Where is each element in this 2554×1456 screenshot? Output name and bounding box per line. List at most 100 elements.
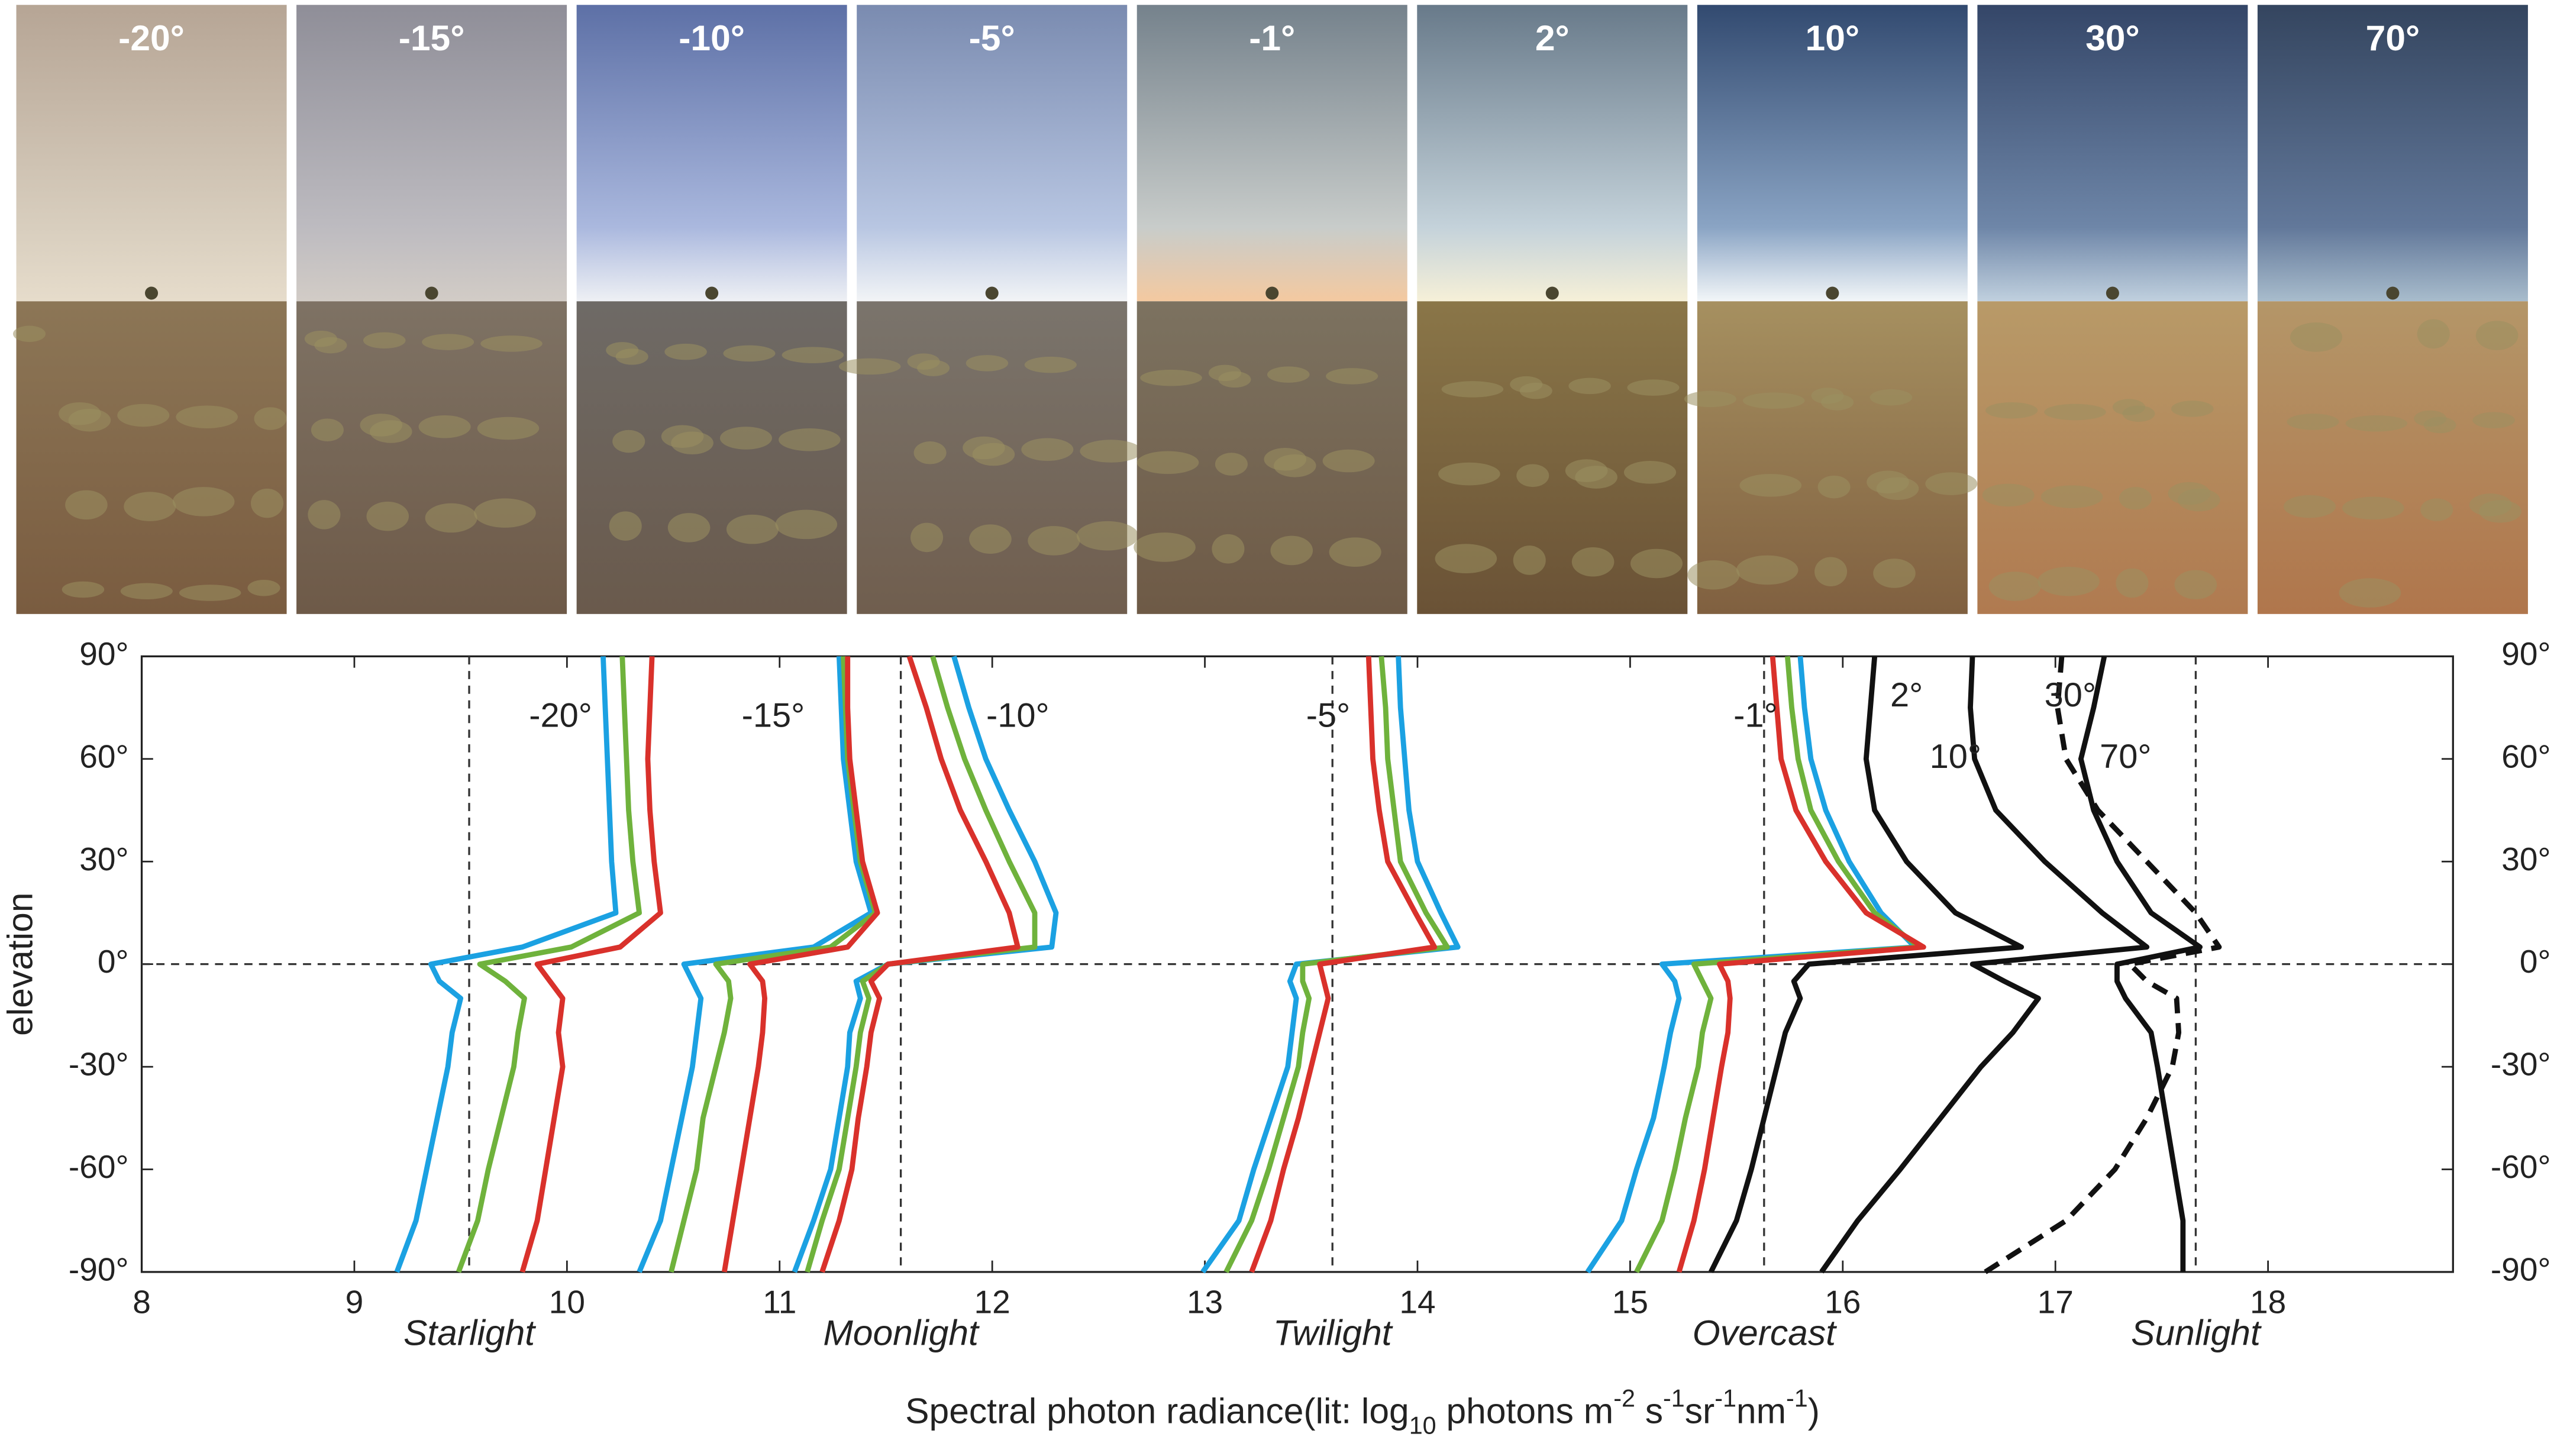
series-line [721,656,880,1273]
bush [1736,555,1799,585]
bush [1867,470,1909,494]
tree [1826,286,1839,300]
bush [913,441,947,464]
bush [1739,474,1802,497]
bush [606,342,639,359]
bush [1441,381,1504,398]
region-label: Overcast [1693,1312,1837,1352]
photo: -20° [13,5,287,614]
bush [966,355,1009,372]
tree [1265,286,1279,300]
bush [2171,401,2214,417]
tree [985,286,999,300]
curve-label: 30° [2045,676,2096,714]
photo-label: -20° [118,18,185,58]
x-tick-label: 15 [1612,1284,1648,1321]
tree [1545,286,1559,300]
tree [145,286,159,300]
x-axis-label: Spectral photon radiance(lit: log10 phot… [905,1384,1820,1439]
tree [425,286,438,300]
tree [2106,286,2119,300]
curve-label: -1° [1733,697,1778,735]
y-tick-label: -90° [69,1251,129,1287]
bush [1140,369,1202,386]
bush [59,402,101,425]
photo-label: 70° [2366,18,2420,58]
photo-sky [16,5,287,302]
x-axis-label-part: Spectral photon radiance(lit: log [905,1390,1409,1431]
x-tick-label: 18 [2250,1284,2286,1321]
bush [2290,322,2343,352]
bush [1565,459,1608,482]
y-tick-label: -30° [69,1046,129,1083]
series-line [637,656,874,1273]
x-tick-label: 9 [346,1284,364,1321]
bush [120,583,173,600]
y-tick-label: 90° [2501,635,2550,672]
bush [2283,495,2336,518]
bush [1021,438,1074,461]
bush [311,418,344,442]
bush [1267,366,1310,383]
series-line [394,656,619,1273]
series-line [1585,656,1918,1274]
x-axis-label-part: nm [1736,1390,1786,1431]
bush [1028,526,1080,556]
bush [425,503,477,533]
bush [1811,388,1844,404]
bush [1870,389,1913,406]
bush [176,405,238,428]
bush [2342,496,2404,520]
curve-label: 10° [1930,738,1981,776]
x-axis-label-part: s [1635,1390,1663,1431]
bush [1264,448,1307,471]
bush [1982,483,2035,507]
bush [308,500,341,530]
photo-sky [1136,5,1407,302]
x-axis-label-part: sr [1685,1390,1714,1431]
x-tick-label: 16 [1825,1284,1861,1321]
bush [1212,534,1245,564]
bush [1208,364,1241,382]
series-line [1634,656,1922,1273]
x-axis-label-part: -1 [1786,1384,1808,1412]
bush [907,353,940,370]
x-axis-label-part: -1 [1663,1384,1685,1412]
photo: -5° [838,5,1142,614]
bush [1873,558,1916,588]
bush [2040,485,2103,508]
bush [1435,544,1497,573]
bush [2345,415,2408,432]
bush [1684,390,1736,408]
bush [2112,399,2145,415]
y-tick-label: -90° [2491,1251,2551,1287]
bush [65,490,108,520]
bush [609,511,642,541]
series-line [1676,656,1926,1273]
bush [2038,566,2100,596]
bush [838,358,901,375]
x-tick-label: 11 [763,1284,796,1321]
bush [2475,321,2519,350]
bush [1134,532,1196,562]
y-tick-label: 0° [2520,943,2551,980]
bush [1076,521,1139,551]
bush [2116,568,2149,598]
curve-label: -5° [1306,697,1351,735]
photo-sky [857,5,1128,302]
photo-sky [296,5,567,302]
bush [1925,472,1978,495]
bush [366,501,409,531]
region-label: Moonlight [823,1312,980,1352]
chart: 8 9 10 11 12 13 14 15 16 17 18 -90° -90° -60° -60° -30°… [0,635,2550,1439]
bush [910,522,944,553]
photo-sky [1417,5,1688,302]
photo-label: 2° [1535,18,1570,58]
y-tick-label: 90° [79,635,128,672]
region-label: Sunlight [2131,1312,2262,1352]
y-tick-label: -30° [2491,1046,2551,1083]
bush [1024,356,1077,373]
series-line [1200,656,1461,1274]
curve-label: -10° [986,697,1050,735]
